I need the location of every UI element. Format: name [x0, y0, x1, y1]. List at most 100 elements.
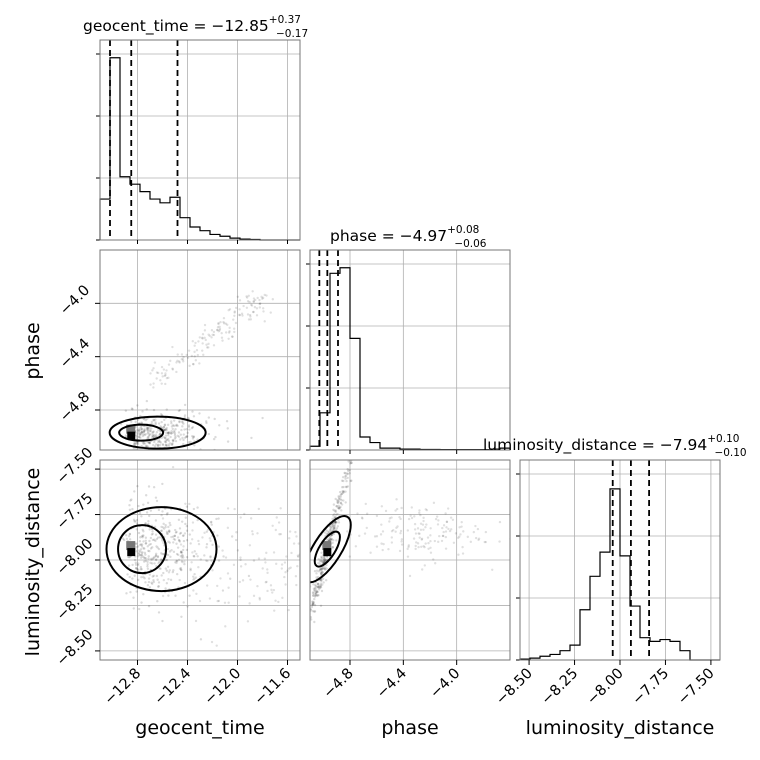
sample-point	[167, 578, 170, 581]
sample-point	[437, 519, 440, 522]
sample-point	[258, 302, 262, 305]
sample-point	[157, 439, 161, 443]
sample-point	[311, 603, 314, 606]
sample-point	[194, 341, 197, 345]
sample-point	[178, 361, 181, 364]
sample-point	[136, 441, 139, 444]
sample-point	[147, 522, 150, 526]
sample-point	[294, 530, 297, 534]
sample-point	[190, 426, 194, 430]
sample-point	[168, 431, 171, 434]
xtick-label-luminosity-distance-3: −7.75	[630, 666, 673, 709]
sample-point	[272, 588, 276, 592]
panel-phase-vs-luminosity-distance	[307, 459, 511, 661]
sample-point	[354, 545, 358, 548]
sample-point	[201, 342, 204, 345]
sample-point	[164, 587, 167, 590]
sample-point	[290, 551, 293, 555]
sample-point	[219, 577, 222, 580]
sample-point	[151, 575, 154, 578]
sample-point	[321, 567, 324, 570]
sample-point	[168, 521, 171, 525]
sample-point	[142, 593, 145, 596]
sample-point	[144, 539, 147, 542]
sample-point	[266, 571, 269, 575]
sample-point	[156, 371, 160, 375]
sample-point	[163, 374, 166, 378]
sample-point	[129, 466, 131, 468]
sample-point	[180, 615, 183, 618]
sample-point	[429, 551, 433, 554]
sample-point	[169, 555, 172, 559]
sample-point	[185, 524, 189, 528]
sample-point	[415, 541, 418, 544]
sample-point	[379, 533, 383, 536]
sample-point	[154, 519, 158, 522]
sample-point	[416, 527, 420, 530]
sample-point	[406, 547, 409, 551]
sample-point	[245, 296, 249, 299]
sample-point	[134, 520, 137, 523]
sample-point	[183, 436, 187, 439]
sample-point	[331, 517, 334, 521]
sample-point	[339, 497, 342, 501]
sample-point	[457, 553, 460, 556]
sample-point	[218, 329, 221, 332]
sample-point	[151, 430, 155, 434]
sample-point	[333, 525, 336, 528]
sample-point	[334, 509, 337, 512]
sample-point	[129, 590, 132, 594]
sample-point	[188, 428, 191, 431]
sample-point	[325, 567, 328, 570]
sample-point	[138, 549, 141, 552]
sample-point	[452, 541, 456, 544]
sample-point	[227, 601, 230, 604]
sample-point	[312, 587, 316, 591]
sample-point	[142, 441, 145, 445]
sample-point	[178, 408, 182, 412]
sample-point	[323, 559, 326, 562]
sample-point	[296, 554, 300, 557]
sample-point	[208, 597, 212, 600]
sample-point	[156, 546, 159, 549]
sample-point	[311, 591, 315, 594]
sample-point	[277, 600, 280, 604]
sample-point	[314, 593, 317, 597]
sample-point	[316, 582, 320, 585]
sample-point	[320, 566, 323, 570]
sample-point	[153, 440, 156, 444]
sample-point	[164, 523, 167, 527]
sample-point	[207, 342, 210, 346]
sample-point	[332, 508, 335, 512]
sample-point	[217, 599, 221, 603]
sample-point	[206, 528, 210, 531]
sample-point	[313, 595, 317, 598]
sample-point	[165, 582, 169, 585]
sample-point	[253, 305, 257, 309]
sample-point	[422, 528, 425, 531]
sample-point	[182, 545, 185, 548]
sample-point	[224, 556, 228, 559]
sample-point	[143, 547, 146, 550]
sample-point	[139, 543, 143, 546]
sample-point	[160, 382, 163, 385]
sample-point	[320, 560, 324, 564]
sample-point	[179, 554, 183, 558]
sample-point	[124, 409, 128, 412]
sample-point	[307, 610, 309, 612]
sample-point	[183, 428, 186, 431]
sample-point	[136, 545, 140, 548]
sample-point	[337, 506, 340, 509]
sample-point	[239, 558, 242, 562]
sample-point	[222, 316, 226, 320]
sample-point	[269, 311, 272, 314]
sample-point	[325, 529, 328, 532]
sample-point	[185, 353, 188, 357]
sample-point	[175, 561, 178, 565]
sample-point	[207, 333, 210, 336]
sample-point	[196, 353, 200, 357]
sample-point	[171, 465, 175, 469]
sample-point	[141, 534, 144, 537]
sample-point	[198, 362, 201, 365]
sample-point	[138, 432, 142, 435]
